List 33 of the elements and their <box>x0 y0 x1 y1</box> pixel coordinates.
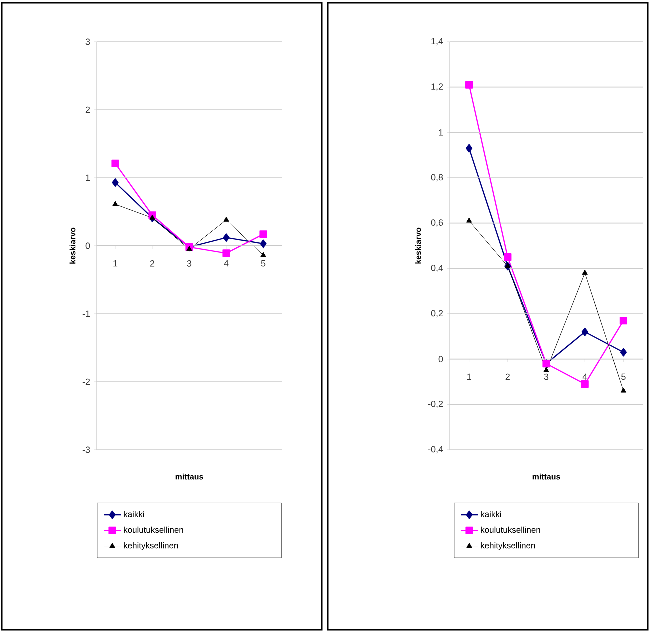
legend-label: kehityksellinen <box>481 542 536 550</box>
y-tick-label: 0,4 <box>431 264 444 272</box>
y-tick-label: -2 <box>82 378 90 386</box>
y-tick-label: 1 <box>439 130 444 136</box>
y-tick-label: 0,6 <box>431 220 444 228</box>
y-tick-label: -3 <box>82 446 90 454</box>
y-tick-label: 1 <box>86 174 90 182</box>
y-tick-label: -0,2 <box>428 400 444 408</box>
y-tick-label: -1 <box>82 310 90 318</box>
legend-label: koulutuksellinen <box>124 526 184 534</box>
x-tick-label: 5 <box>622 374 626 380</box>
x-tick-label: 3 <box>187 260 192 267</box>
x-tick-label: 2 <box>150 260 155 267</box>
x-tick-label: 1 <box>114 260 118 267</box>
y-tick-label: 1,2 <box>432 84 444 92</box>
x-tick-label: 4 <box>582 374 588 380</box>
y-tick-label: -0,4 <box>428 446 444 454</box>
y-tick-label: 2 <box>86 106 90 114</box>
x-tick-label: 5 <box>261 260 266 267</box>
x-tick-label: 1 <box>468 374 472 380</box>
y-tick-label: 3 <box>86 38 90 46</box>
x-tick-label: 4 <box>224 260 229 267</box>
x-tick-label: 2 <box>506 374 510 380</box>
y-tick-label: 1,4 <box>432 38 444 46</box>
x-tick-label: 3 <box>544 374 549 380</box>
y-tick-label: 0,2 <box>431 310 444 318</box>
legend-label: koulutuksellinen <box>481 526 540 534</box>
legend-label: kehityksellinen <box>124 542 178 550</box>
legend-label: kaikki <box>124 511 144 518</box>
y-tick-label: 0 <box>86 242 90 250</box>
y-tick-label: 0,8 <box>431 174 444 182</box>
legend-label: kaikki <box>481 511 502 518</box>
y-tick-label: 0 <box>438 356 444 362</box>
